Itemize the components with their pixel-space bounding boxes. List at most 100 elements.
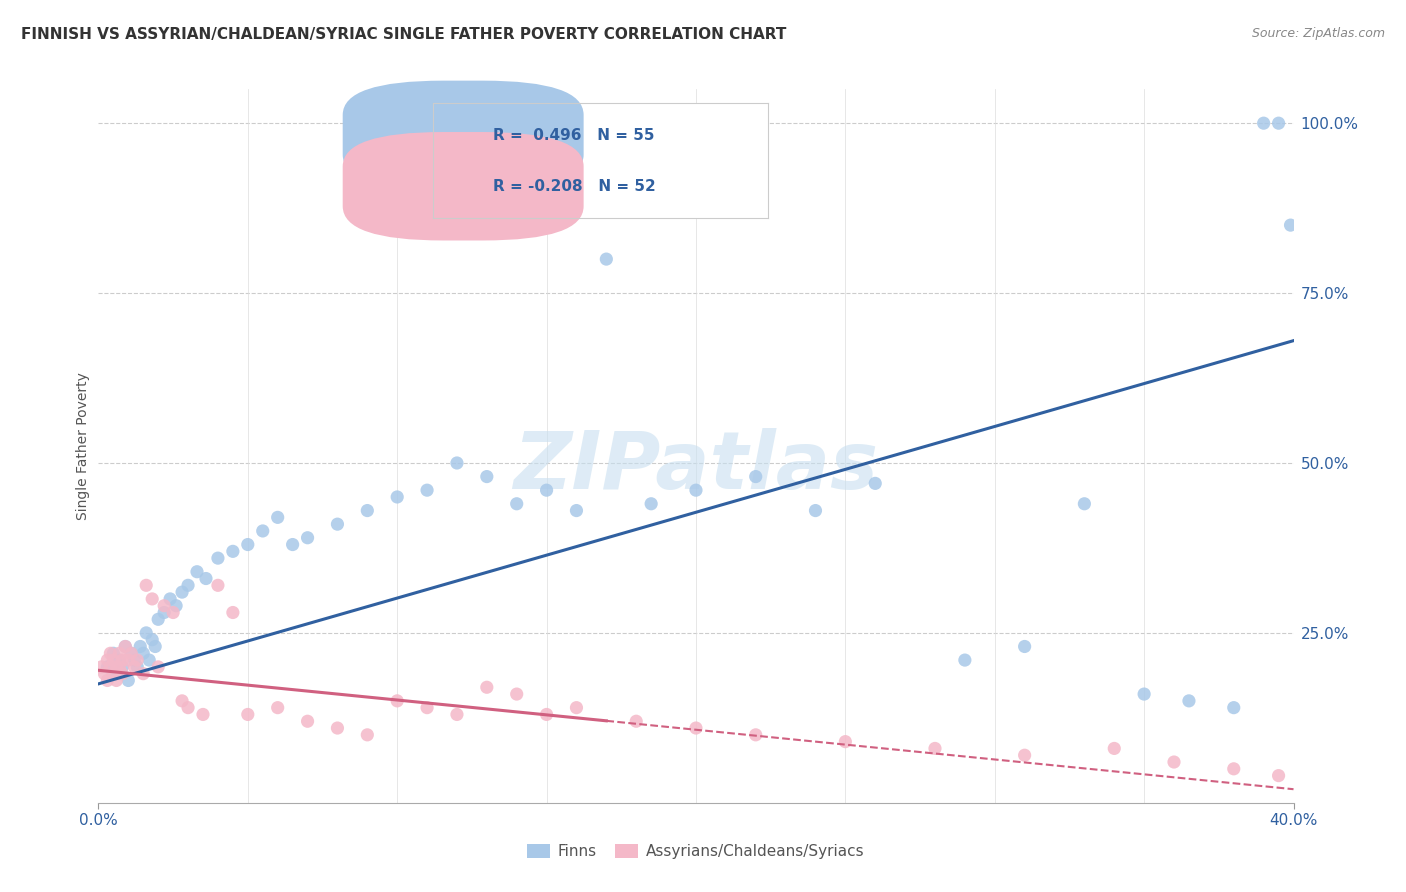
Point (117, 673, 139, 688)
Point (120, 646, 142, 660)
Point (536, 483, 558, 498)
Point (148, 612, 170, 626)
Point (98, 646, 122, 660)
Point (162, 606, 184, 620)
Point (127, 653, 149, 667)
Point (326, 517, 349, 532)
Point (96, 673, 118, 688)
Point (129, 640, 152, 654)
Point (103, 653, 125, 667)
Point (565, 700, 588, 714)
Point (475, 680, 498, 694)
Point (1073, 497, 1095, 511)
Point (105, 660, 128, 674)
Point (108, 660, 131, 674)
Point (446, 707, 468, 722)
Point (96, 653, 118, 667)
Point (356, 728, 378, 742)
Point (1279, 218, 1302, 232)
Legend: Finns, Assyrians/Chaldeans/Syriacs: Finns, Assyrians/Chaldeans/Syriacs (527, 845, 865, 859)
Point (536, 707, 558, 722)
Point (177, 578, 200, 592)
Point (153, 599, 176, 613)
Point (1014, 748, 1036, 763)
Point (1163, 755, 1185, 769)
Point (108, 646, 131, 660)
Point (804, 503, 827, 517)
Point (1178, 694, 1201, 708)
Point (1104, 741, 1126, 756)
Point (135, 578, 157, 592)
Point (506, 497, 529, 511)
Point (105, 673, 128, 688)
Point (132, 646, 155, 660)
Point (165, 599, 187, 613)
Point (108, 653, 131, 667)
Point (222, 606, 245, 620)
Point (103, 666, 125, 681)
Y-axis label: Single Father Poverty: Single Father Poverty (76, 372, 90, 520)
Point (153, 606, 176, 620)
Point (159, 591, 181, 606)
Point (1253, 116, 1275, 130)
Point (834, 734, 856, 748)
Point (745, 469, 768, 483)
Point (1223, 762, 1246, 776)
Point (114, 640, 136, 654)
Point (326, 721, 349, 735)
Point (1267, 116, 1289, 130)
Text: ZIPatlas: ZIPatlas (513, 428, 879, 507)
Point (745, 728, 768, 742)
Point (1267, 769, 1289, 783)
Point (685, 483, 707, 498)
Point (953, 653, 976, 667)
Point (93, 666, 115, 681)
Point (222, 544, 245, 558)
Point (385, 490, 409, 504)
Point (111, 653, 134, 667)
Point (207, 551, 229, 566)
Point (565, 503, 588, 517)
Point (356, 503, 378, 517)
Point (143, 640, 166, 654)
Point (267, 700, 290, 714)
Point (195, 572, 218, 586)
Point (416, 700, 439, 714)
Point (90, 660, 112, 674)
Point (141, 591, 163, 606)
Point (281, 537, 304, 551)
Point (685, 721, 707, 735)
Point (132, 666, 155, 681)
Point (105, 666, 128, 681)
Point (475, 469, 498, 483)
Point (416, 483, 439, 498)
Point (138, 653, 160, 667)
Point (111, 666, 134, 681)
Point (124, 653, 146, 667)
Point (120, 646, 142, 660)
Point (236, 537, 259, 551)
Point (98, 660, 122, 674)
Point (252, 524, 274, 538)
Point (297, 714, 319, 729)
Point (148, 660, 170, 674)
Point (595, 252, 617, 266)
Point (141, 632, 163, 647)
Point (207, 578, 229, 592)
Point (506, 687, 529, 701)
Point (172, 585, 194, 599)
Point (924, 741, 946, 756)
Text: FINNISH VS ASSYRIAN/CHALDEAN/SYRIAC SINGLE FATHER POVERTY CORRELATION CHART: FINNISH VS ASSYRIAN/CHALDEAN/SYRIAC SING… (21, 27, 786, 42)
Point (1223, 700, 1246, 714)
Point (446, 456, 468, 470)
Point (186, 565, 208, 579)
Point (177, 700, 200, 714)
Point (865, 476, 887, 491)
Point (640, 497, 662, 511)
Point (1133, 687, 1156, 701)
Point (117, 653, 139, 667)
Point (111, 660, 134, 674)
Point (96, 660, 118, 674)
Point (297, 531, 319, 545)
Point (385, 694, 409, 708)
